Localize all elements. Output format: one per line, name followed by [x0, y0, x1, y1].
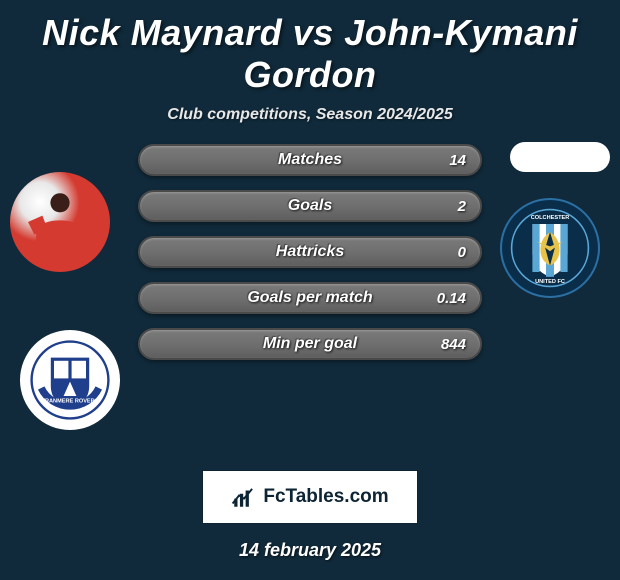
- svg-text:UNITED FC: UNITED FC: [535, 279, 565, 285]
- brand-badge: FcTables.com: [202, 470, 418, 524]
- stat-bar-matches: Matches 14: [138, 144, 482, 176]
- stat-label: Hattricks: [276, 243, 344, 261]
- stat-bar-goals-per-match: Goals per match 0.14: [138, 282, 482, 314]
- tranmere-crest-icon: TRANMERE ROVERS: [30, 340, 110, 420]
- footer-date: 14 february 2025: [0, 524, 620, 561]
- stat-label: Matches: [278, 151, 342, 169]
- club-crest-right: COLCHESTER UNITED FC: [500, 198, 600, 298]
- bar-chart-icon: [231, 484, 257, 510]
- comparison-panel: TRANMERE ROVERS COLCHESTER UNITED FC Mat…: [0, 142, 620, 452]
- player-left-silhouette-icon: [20, 182, 100, 262]
- colchester-crest-icon: COLCHESTER UNITED FC: [510, 208, 590, 288]
- brand-text: FcTables.com: [263, 486, 388, 508]
- stat-bar-min-per-goal: Min per goal 844: [138, 328, 482, 360]
- stat-label: Goals: [288, 197, 332, 215]
- page-subtitle: Club competitions, Season 2024/2025: [0, 100, 620, 142]
- page-title: Nick Maynard vs John-Kymani Gordon: [0, 0, 620, 100]
- stat-label: Goals per match: [247, 289, 372, 307]
- svg-text:COLCHESTER: COLCHESTER: [531, 215, 570, 221]
- player-right-avatar: [510, 142, 610, 172]
- stat-value: 2: [458, 198, 466, 215]
- club-crest-left: TRANMERE ROVERS: [20, 330, 120, 430]
- stat-value: 0.14: [437, 290, 466, 307]
- stat-bar-goals: Goals 2: [138, 190, 482, 222]
- stat-value: 844: [441, 336, 466, 353]
- svg-text:TRANMERE ROVERS: TRANMERE ROVERS: [42, 398, 99, 404]
- stat-bars: Matches 14 Goals 2 Hattricks 0 Goals per…: [138, 144, 482, 374]
- stat-label: Min per goal: [263, 335, 357, 353]
- stat-value: 14: [449, 152, 466, 169]
- player-left-avatar: [10, 172, 110, 272]
- stat-value: 0: [458, 244, 466, 261]
- stat-bar-hattricks: Hattricks 0: [138, 236, 482, 268]
